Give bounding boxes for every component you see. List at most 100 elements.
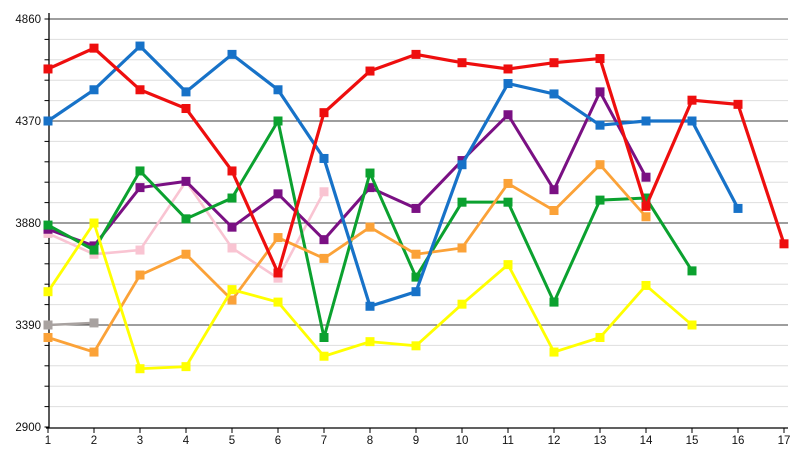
x-tick-label: 16 (732, 435, 745, 447)
series-purple (43, 87, 651, 251)
data-point-red (595, 54, 605, 64)
y-tick-label: 4370 (15, 116, 41, 128)
data-point-orange (89, 347, 99, 357)
data-point-orange (549, 206, 559, 216)
data-point-orange (595, 160, 605, 170)
data-point-green (181, 214, 191, 224)
x-tick-label: 9 (413, 435, 419, 447)
data-point-yellow (503, 260, 513, 270)
series-pink (43, 176, 329, 283)
data-point-green (43, 220, 53, 230)
data-point-purple (549, 185, 559, 195)
data-point-gray (43, 320, 53, 330)
data-point-red (779, 239, 789, 249)
data-point-purple (365, 183, 375, 193)
x-tick-label: 5 (229, 435, 235, 447)
data-point-blue (411, 287, 421, 297)
data-point-pink (135, 245, 145, 255)
data-point-pink (319, 187, 329, 197)
data-point-purple (411, 203, 421, 213)
data-point-purple (181, 176, 191, 186)
data-point-blue (641, 116, 651, 126)
x-tick-label: 3 (137, 435, 143, 447)
data-point-green (549, 297, 559, 307)
data-point-orange (411, 249, 421, 259)
data-point-yellow (43, 287, 53, 297)
x-tick-label: 1 (45, 435, 51, 447)
data-point-yellow (641, 280, 651, 290)
data-point-pink (273, 273, 283, 283)
data-point-green (457, 197, 467, 207)
data-point-blue (319, 153, 329, 163)
data-point-red (319, 108, 329, 118)
data-point-blue (503, 79, 513, 89)
data-point-orange (457, 243, 467, 253)
y-axis-labels: 4860 4370 3880 3390 2900 (15, 14, 41, 434)
data-point-red (135, 85, 145, 95)
data-point-red (365, 66, 375, 76)
data-point-red (733, 99, 743, 109)
data-point-yellow (365, 337, 375, 347)
data-point-yellow (457, 299, 467, 309)
data-point-pink (227, 243, 237, 253)
data-point-purple (273, 189, 283, 199)
y-tick-label: 4860 (15, 14, 41, 26)
x-tick-label: 14 (640, 435, 653, 447)
x-tick-label: 8 (367, 435, 373, 447)
data-point-green (687, 266, 697, 276)
data-point-green (135, 166, 145, 176)
data-point-red (457, 58, 467, 68)
data-point-yellow (319, 351, 329, 361)
data-point-green (641, 193, 651, 203)
data-point-yellow (595, 332, 605, 342)
x-tick-label: 17 (778, 435, 791, 447)
data-point-green (411, 272, 421, 282)
series-gray (43, 318, 99, 330)
x-tick-label: 15 (686, 435, 699, 447)
data-point-blue (181, 87, 191, 97)
x-tick-label: 13 (594, 435, 607, 447)
data-point-yellow (687, 320, 697, 330)
data-point-red (549, 58, 559, 68)
data-point-green (365, 168, 375, 178)
data-point-purple (641, 172, 651, 182)
data-point-yellow (227, 285, 237, 295)
data-point-blue (365, 301, 375, 311)
data-point-green (227, 193, 237, 203)
data-point-blue (227, 49, 237, 59)
data-point-red (43, 64, 53, 74)
data-point-blue (43, 116, 53, 126)
data-point-yellow (549, 347, 559, 357)
series-blue (43, 41, 743, 311)
x-tick-label: 6 (275, 435, 281, 447)
x-tick-label: 11 (502, 435, 514, 447)
x-tick-label: 2 (91, 435, 97, 447)
data-point-orange (181, 249, 191, 259)
x-tick-label: 7 (321, 435, 327, 447)
data-point-blue (595, 120, 605, 130)
data-point-red (181, 104, 191, 114)
data-point-purple (595, 87, 605, 97)
data-point-red (273, 268, 283, 278)
data-point-blue (135, 41, 145, 51)
data-point-red (227, 166, 237, 176)
data-point-green (503, 197, 513, 207)
data-point-green (319, 332, 329, 342)
data-point-red (687, 95, 697, 105)
y-tick-label: 3880 (15, 218, 41, 230)
x-axis-labels: 1 2 3 4 5 6 7 8 9 10 11 12 13 14 15 16 17 (45, 435, 791, 447)
x-tick-label: 4 (183, 435, 190, 447)
y-tick-label: 3390 (15, 320, 41, 332)
series-green (43, 116, 697, 342)
series-orange (43, 160, 651, 357)
data-point-orange (319, 253, 329, 263)
data-point-orange (135, 270, 145, 280)
data-point-yellow (411, 341, 421, 351)
data-point-red (411, 49, 421, 59)
data-point-orange (365, 222, 375, 232)
data-point-orange (273, 233, 283, 243)
y-tick-label: 2900 (15, 422, 41, 434)
data-point-purple (135, 183, 145, 193)
data-point-blue (89, 85, 99, 95)
